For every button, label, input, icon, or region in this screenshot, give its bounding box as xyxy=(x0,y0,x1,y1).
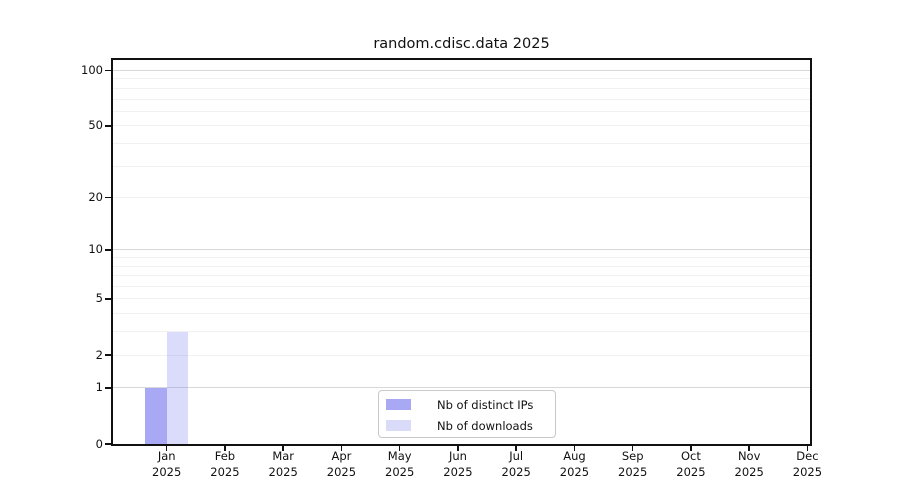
x-tick-mark xyxy=(398,446,401,451)
x-tick-year: 2025 xyxy=(385,464,415,479)
minor-gridline xyxy=(113,265,810,267)
minor-gridline xyxy=(113,98,810,100)
legend-row: Nb of distinct IPs xyxy=(379,394,555,415)
x-tick-month: May xyxy=(387,449,412,463)
x-tick-label: Apr 2025 xyxy=(306,449,376,480)
y-tick-mark xyxy=(105,354,111,356)
minor-gridline xyxy=(113,354,810,356)
minor-gridline xyxy=(113,78,810,80)
legend: Nb of distinct IPs Nb of downloads xyxy=(378,390,556,438)
legend-row: Nb of downloads xyxy=(379,415,555,436)
x-tick-month: Jun xyxy=(448,449,467,463)
minor-gridline xyxy=(113,275,810,277)
y-tick-label: 100 xyxy=(81,63,103,77)
x-tick-month: Sep xyxy=(621,449,644,463)
x-tick-label: Oct 2025 xyxy=(656,449,726,480)
x-tick-year: 2025 xyxy=(792,464,823,479)
minor-gridline xyxy=(113,165,810,167)
x-tick-month: Mar xyxy=(272,449,295,463)
x-tick-month: Jul xyxy=(509,449,524,463)
minor-gridline xyxy=(113,142,810,144)
x-tick-mark xyxy=(690,446,692,451)
x-tick-mark xyxy=(457,446,459,451)
x-tick-mark xyxy=(806,446,809,451)
y-tick-mark xyxy=(105,125,111,127)
x-tick-month: Jan xyxy=(157,449,176,463)
minor-gridline xyxy=(113,286,810,288)
legend-label: Nb of distinct IPs xyxy=(437,397,534,412)
minor-gridline xyxy=(113,257,810,259)
y-tick-mark xyxy=(105,387,111,389)
plot-area xyxy=(111,58,812,446)
minor-gridline xyxy=(113,125,810,127)
x-tick-year: 2025 xyxy=(152,464,182,479)
x-tick-mark xyxy=(515,446,517,451)
y-tick-mark xyxy=(105,196,111,199)
x-tick-year: 2025 xyxy=(443,464,473,479)
x-tick-year: 2025 xyxy=(559,464,590,479)
x-tick-label: Sep 2025 xyxy=(598,449,668,480)
x-tick-label: Feb 2025 xyxy=(190,449,260,480)
y-tick-label: 10 xyxy=(88,242,103,257)
x-tick-month: Nov xyxy=(737,449,761,463)
minor-gridline xyxy=(113,197,810,199)
y-tick-mark xyxy=(105,69,111,72)
x-tick-label: Aug 2025 xyxy=(539,449,609,480)
y-tick-label: 20 xyxy=(88,190,103,205)
y-tick-label: 50 xyxy=(88,118,103,133)
x-tick-month: Feb xyxy=(214,449,236,463)
major-gridline xyxy=(113,70,810,71)
legend-swatch-downloads xyxy=(386,420,411,431)
y-tick-label: 1 xyxy=(95,380,103,395)
x-tick-year: 2025 xyxy=(618,464,648,479)
major-gridline xyxy=(113,249,810,251)
x-tick-year: 2025 xyxy=(501,464,531,479)
bar-downloads xyxy=(166,331,188,444)
x-tick-year: 2025 xyxy=(268,464,298,479)
x-tick-label: Nov 2025 xyxy=(714,449,784,480)
x-tick-label: Mar 2025 xyxy=(248,449,318,480)
minor-gridline xyxy=(113,87,810,89)
legend-label: Nb of downloads xyxy=(437,418,533,433)
x-tick-month: Oct xyxy=(680,449,701,463)
x-tick-mark xyxy=(282,446,284,451)
x-tick-month: Aug xyxy=(563,449,586,463)
bar-distinct-ips xyxy=(144,387,167,444)
x-tick-mark xyxy=(748,446,750,451)
x-tick-mark xyxy=(165,446,168,451)
y-tick-mark xyxy=(105,249,111,251)
major-gridline xyxy=(113,387,810,389)
x-tick-year: 2025 xyxy=(326,464,357,479)
x-tick-label: Jun 2025 xyxy=(423,449,493,480)
x-tick-mark xyxy=(631,446,634,451)
x-tick-month: Dec xyxy=(796,449,819,463)
x-tick-label: Jan 2025 xyxy=(132,449,202,480)
y-tick-label: 0 xyxy=(95,436,103,451)
x-tick-mark xyxy=(573,446,576,451)
x-tick-mark xyxy=(340,446,343,451)
minor-gridline xyxy=(113,331,810,333)
x-tick-label: Jul 2025 xyxy=(481,449,551,480)
x-tick-label: Dec 2025 xyxy=(772,449,842,480)
chart-title: random.cdisc.data 2025 xyxy=(373,36,550,52)
x-tick-year: 2025 xyxy=(734,464,764,479)
minor-gridline xyxy=(113,298,810,300)
y-tick-label: 5 xyxy=(95,291,103,306)
y-tick-mark xyxy=(105,443,111,445)
x-tick-label: May 2025 xyxy=(365,449,435,480)
minor-gridline xyxy=(113,110,810,112)
y-tick-label: 2 xyxy=(95,347,103,362)
legend-swatch-distinct-ips xyxy=(386,399,411,410)
x-tick-year: 2025 xyxy=(676,464,706,479)
y-tick-mark xyxy=(105,298,111,300)
x-tick-mark xyxy=(224,446,226,451)
x-tick-month: Apr xyxy=(331,449,352,463)
minor-gridline xyxy=(113,313,810,315)
x-tick-year: 2025 xyxy=(210,464,240,479)
